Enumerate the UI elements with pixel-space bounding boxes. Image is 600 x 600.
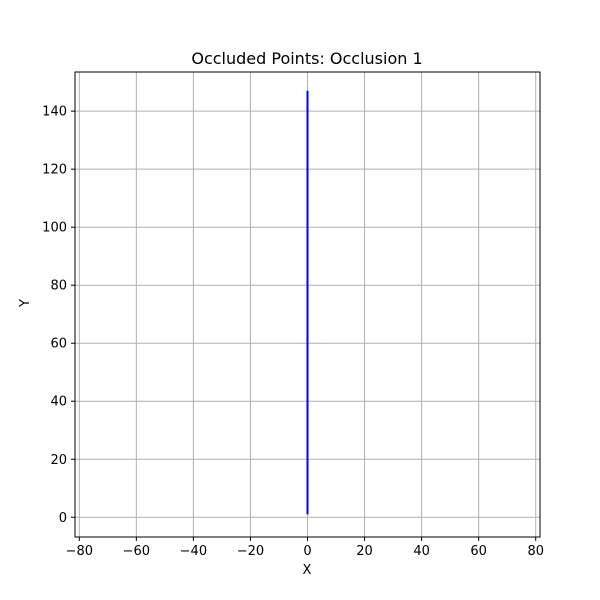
x-tick-label: −60 xyxy=(123,544,150,559)
y-tick-label: 60 xyxy=(50,337,67,352)
y-tick-label: 40 xyxy=(50,395,67,410)
y-tick-label: 100 xyxy=(42,221,67,236)
x-tick-label: 80 xyxy=(527,544,544,559)
tick-marks xyxy=(71,110,537,541)
chart-title: Occluded Points: Occlusion 1 xyxy=(191,49,422,68)
y-tick-label: 0 xyxy=(59,511,67,526)
tick-labels: −80 −60 −40 −20 0 20 40 60 80 0 20 40 60 80 100 120 140 xyxy=(42,105,544,559)
x-tick-label: −80 xyxy=(66,544,93,559)
x-tick-label: 0 xyxy=(303,544,311,559)
x-tick-label: −20 xyxy=(237,544,264,559)
y-axis-label: Y xyxy=(18,299,33,308)
x-tick-label: 60 xyxy=(470,544,487,559)
y-tick-label: 120 xyxy=(42,163,67,178)
x-tick-label: 40 xyxy=(413,544,430,559)
x-tick-label: −40 xyxy=(180,544,207,559)
x-axis-label: X xyxy=(303,563,312,578)
y-tick-label: 80 xyxy=(50,279,67,294)
y-tick-label: 20 xyxy=(50,453,67,468)
y-tick-label: 140 xyxy=(42,105,67,120)
x-tick-label: 20 xyxy=(356,544,373,559)
